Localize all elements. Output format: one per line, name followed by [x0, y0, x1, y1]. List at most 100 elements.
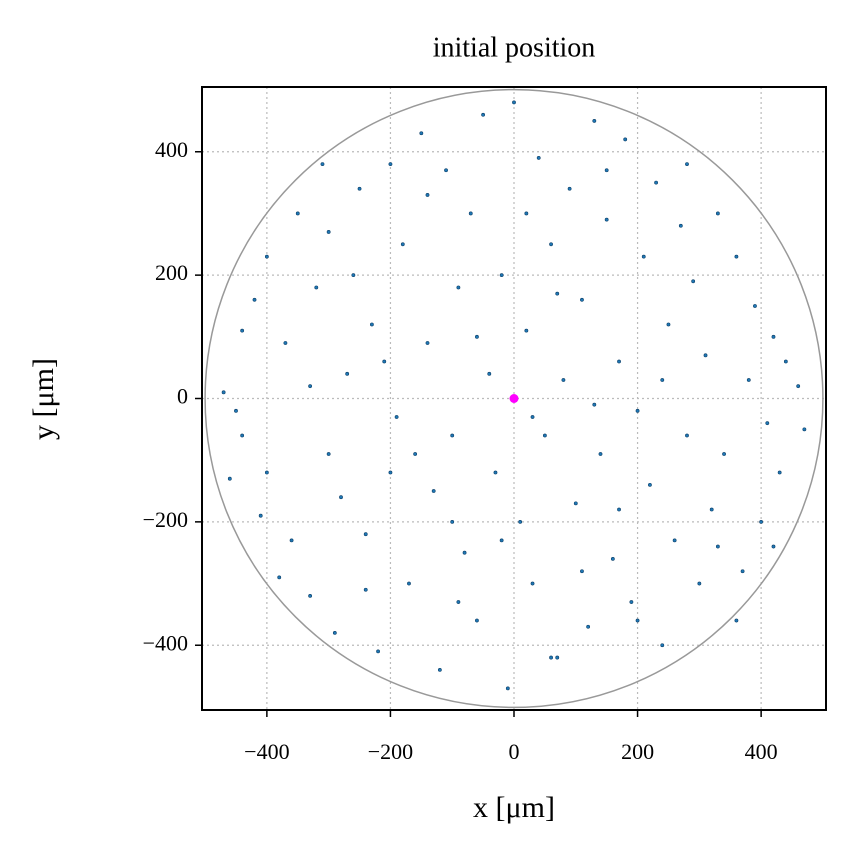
point: [672, 538, 677, 543]
point: [648, 482, 652, 487]
y-axis-label: y [μm]: [27, 358, 60, 440]
point: [221, 390, 226, 395]
x-tick-label: 200: [621, 739, 654, 764]
point: [530, 415, 535, 419]
point: [475, 618, 479, 623]
point: [573, 501, 578, 506]
point: [376, 649, 380, 654]
point: [277, 575, 282, 580]
point: [388, 162, 393, 167]
point: [419, 131, 424, 136]
point: [666, 322, 671, 327]
point: [771, 544, 776, 549]
point: [512, 100, 516, 105]
point: [240, 433, 245, 438]
point: [363, 532, 368, 537]
point: [394, 415, 399, 419]
point: [456, 285, 461, 290]
point: [314, 285, 319, 290]
point: [709, 507, 714, 512]
boundary-circle: [204, 88, 824, 709]
point: [685, 433, 689, 438]
point: [370, 322, 374, 327]
point: [549, 242, 553, 247]
point: [629, 600, 634, 604]
point: [592, 402, 597, 407]
point: [400, 242, 405, 247]
point: [715, 544, 720, 549]
point: [382, 359, 387, 364]
point: [252, 297, 257, 302]
x-tick-label: −400: [244, 739, 289, 764]
chart-title: initial position: [433, 32, 596, 63]
point: [542, 433, 547, 438]
point: [771, 334, 776, 339]
point: [283, 341, 288, 345]
point: [462, 550, 467, 555]
point: [759, 519, 764, 524]
x-tick-label: −200: [368, 739, 413, 764]
point: [320, 162, 325, 167]
point: [654, 180, 658, 185]
point: [635, 618, 640, 623]
point: [604, 168, 609, 173]
point: [264, 254, 269, 259]
point: [456, 600, 461, 604]
point: [326, 452, 331, 456]
point: [518, 519, 523, 524]
point: [450, 519, 455, 524]
point: [326, 230, 331, 234]
point: [660, 643, 665, 648]
point: [240, 328, 245, 333]
point: [555, 291, 560, 296]
point: [734, 254, 739, 259]
point: [598, 452, 603, 456]
point: [549, 655, 553, 660]
point: [555, 655, 560, 660]
point: [734, 618, 739, 623]
point: [635, 408, 640, 413]
point: [691, 279, 696, 284]
point: [468, 211, 473, 216]
point: [567, 186, 572, 191]
point: [796, 384, 801, 389]
point: [227, 476, 232, 481]
point: [580, 297, 584, 302]
point: [509, 394, 519, 403]
point: [450, 433, 455, 438]
point: [617, 507, 621, 512]
point: [740, 569, 745, 574]
point: [561, 378, 566, 382]
point: [308, 384, 313, 389]
point: [499, 538, 504, 543]
x-tick-label: 0: [509, 739, 520, 764]
point: [765, 421, 770, 426]
point: [592, 119, 597, 123]
point: [610, 556, 615, 561]
y-tick-label: −400: [143, 630, 188, 655]
point: [407, 581, 411, 586]
y-tick-label: −200: [143, 507, 188, 532]
point: [444, 168, 448, 173]
point: [339, 495, 343, 500]
point: [308, 593, 313, 598]
point: [345, 371, 350, 376]
point: [753, 304, 757, 308]
y-tick-label: 400: [155, 137, 188, 162]
point: [388, 470, 393, 475]
point: [586, 624, 591, 629]
point: [475, 334, 479, 339]
point: [499, 273, 504, 278]
point: [481, 112, 486, 117]
point: [685, 162, 689, 167]
point: [783, 359, 788, 364]
point: [487, 371, 492, 376]
point: [437, 668, 442, 672]
point: [264, 470, 269, 475]
x-tick-label: 400: [745, 739, 778, 764]
point: [505, 686, 510, 691]
point: [802, 427, 807, 432]
point: [431, 489, 436, 493]
point: [660, 378, 665, 382]
